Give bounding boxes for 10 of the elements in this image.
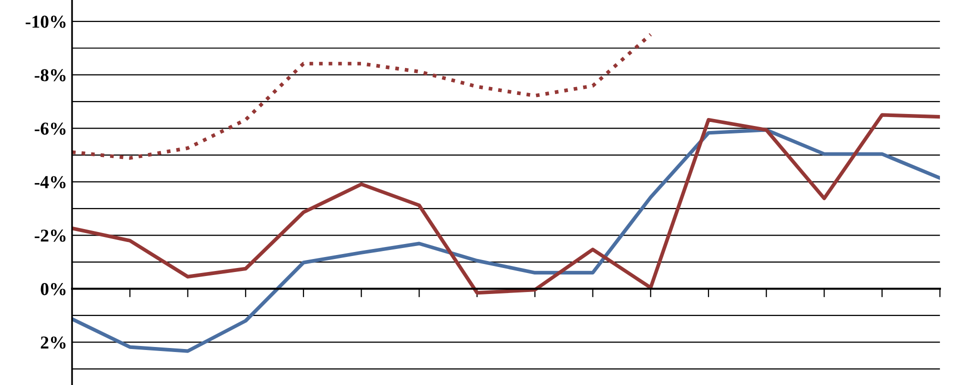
y-tick-label: -10% [26,16,66,28]
y-tick-label: 2% [40,336,66,349]
line-series [72,32,652,160]
line-series [72,128,940,353]
y-tick-label: 0% [40,283,66,296]
y-tick-label: -4% [34,176,66,188]
y-tick-label: -6% [34,122,66,135]
y-tick-label: -2% [34,230,66,242]
y-tick-label: -8% [34,69,66,82]
line-series [72,113,940,295]
